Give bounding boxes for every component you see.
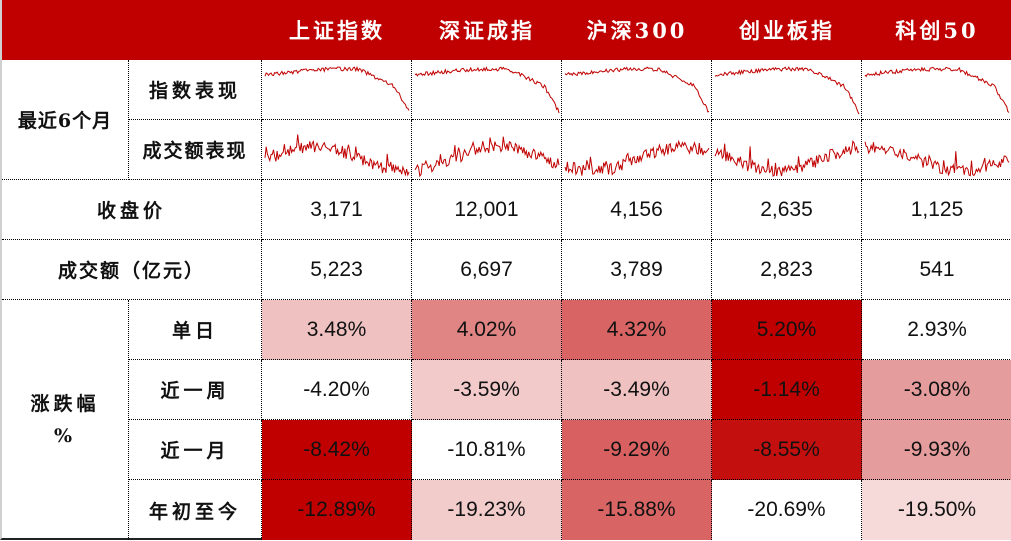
close-price-value: 4,156 [562, 180, 712, 240]
turnover-value: 5,223 [262, 240, 412, 300]
table-header: 上证指数 深证成指 沪深300 创业板指 科创50 [2, 0, 1011, 60]
change-value: -10.81% [412, 420, 562, 480]
change-value: 4.02% [412, 300, 562, 360]
change-value: -20.69% [712, 480, 862, 540]
column-header: 沪深300 [586, 18, 688, 43]
change-period-label: 近一周 [129, 360, 262, 420]
change-value: -19.23% [412, 480, 562, 540]
change-value: -8.42% [262, 420, 412, 480]
turnover-value: 2,823 [712, 240, 862, 300]
index-sparkline [562, 60, 712, 120]
change-value: -1.14% [712, 360, 862, 420]
volume-sparkline [862, 120, 1011, 180]
change-period-label: 年初至今 [129, 480, 262, 540]
turnover-value: 6,697 [412, 240, 562, 300]
index-performance-label: 指数表现 [129, 60, 262, 120]
turnover-value: 541 [862, 240, 1011, 300]
column-header: 创业板指 [739, 18, 835, 43]
change-value: -3.59% [412, 360, 562, 420]
volume-sparkline [412, 120, 562, 180]
recent-6m-label: 最近6个月 [2, 60, 129, 180]
column-header: 科创50 [895, 18, 979, 43]
index-sparkline [712, 60, 862, 120]
change-pct-label-line1: 涨跌幅 [30, 393, 100, 415]
column-header: 上证指数 [289, 18, 385, 43]
change-value: -9.93% [862, 420, 1011, 480]
close-price-value: 12,001 [412, 180, 562, 240]
change-pct-label-line2: % [53, 425, 77, 447]
change-value: 5.20% [712, 300, 862, 360]
change-period-label: 近一月 [129, 420, 262, 480]
change-pct-label: 涨跌幅 % [2, 300, 129, 540]
turnover-value: 3,789 [562, 240, 712, 300]
column-header: 深证成指 [439, 18, 535, 43]
change-value: -12.89% [262, 480, 412, 540]
index-sparkline [862, 60, 1011, 120]
close-price-value: 2,635 [712, 180, 862, 240]
close-price-value: 3,171 [262, 180, 412, 240]
volume-performance-label: 成交额表现 [129, 120, 262, 180]
change-value: -15.88% [562, 480, 712, 540]
close-price-value: 1,125 [862, 180, 1011, 240]
change-value: 3.48% [262, 300, 412, 360]
change-value: -8.55% [712, 420, 862, 480]
change-value: -3.08% [862, 360, 1011, 420]
close-price-label: 收盘价 [2, 180, 262, 240]
volume-sparkline [262, 120, 412, 180]
index-sparkline [412, 60, 562, 120]
change-value: 2.93% [862, 300, 1011, 360]
change-value: 4.32% [562, 300, 712, 360]
change-value: -4.20% [262, 360, 412, 420]
change-value: -19.50% [862, 480, 1011, 540]
turnover-label: 成交额（亿元） [2, 240, 262, 300]
change-value: -3.49% [562, 360, 712, 420]
change-period-label: 单日 [129, 300, 262, 360]
index-sparkline [262, 60, 412, 120]
change-value: -9.29% [562, 420, 712, 480]
volume-sparkline [712, 120, 862, 180]
volume-sparkline [562, 120, 712, 180]
